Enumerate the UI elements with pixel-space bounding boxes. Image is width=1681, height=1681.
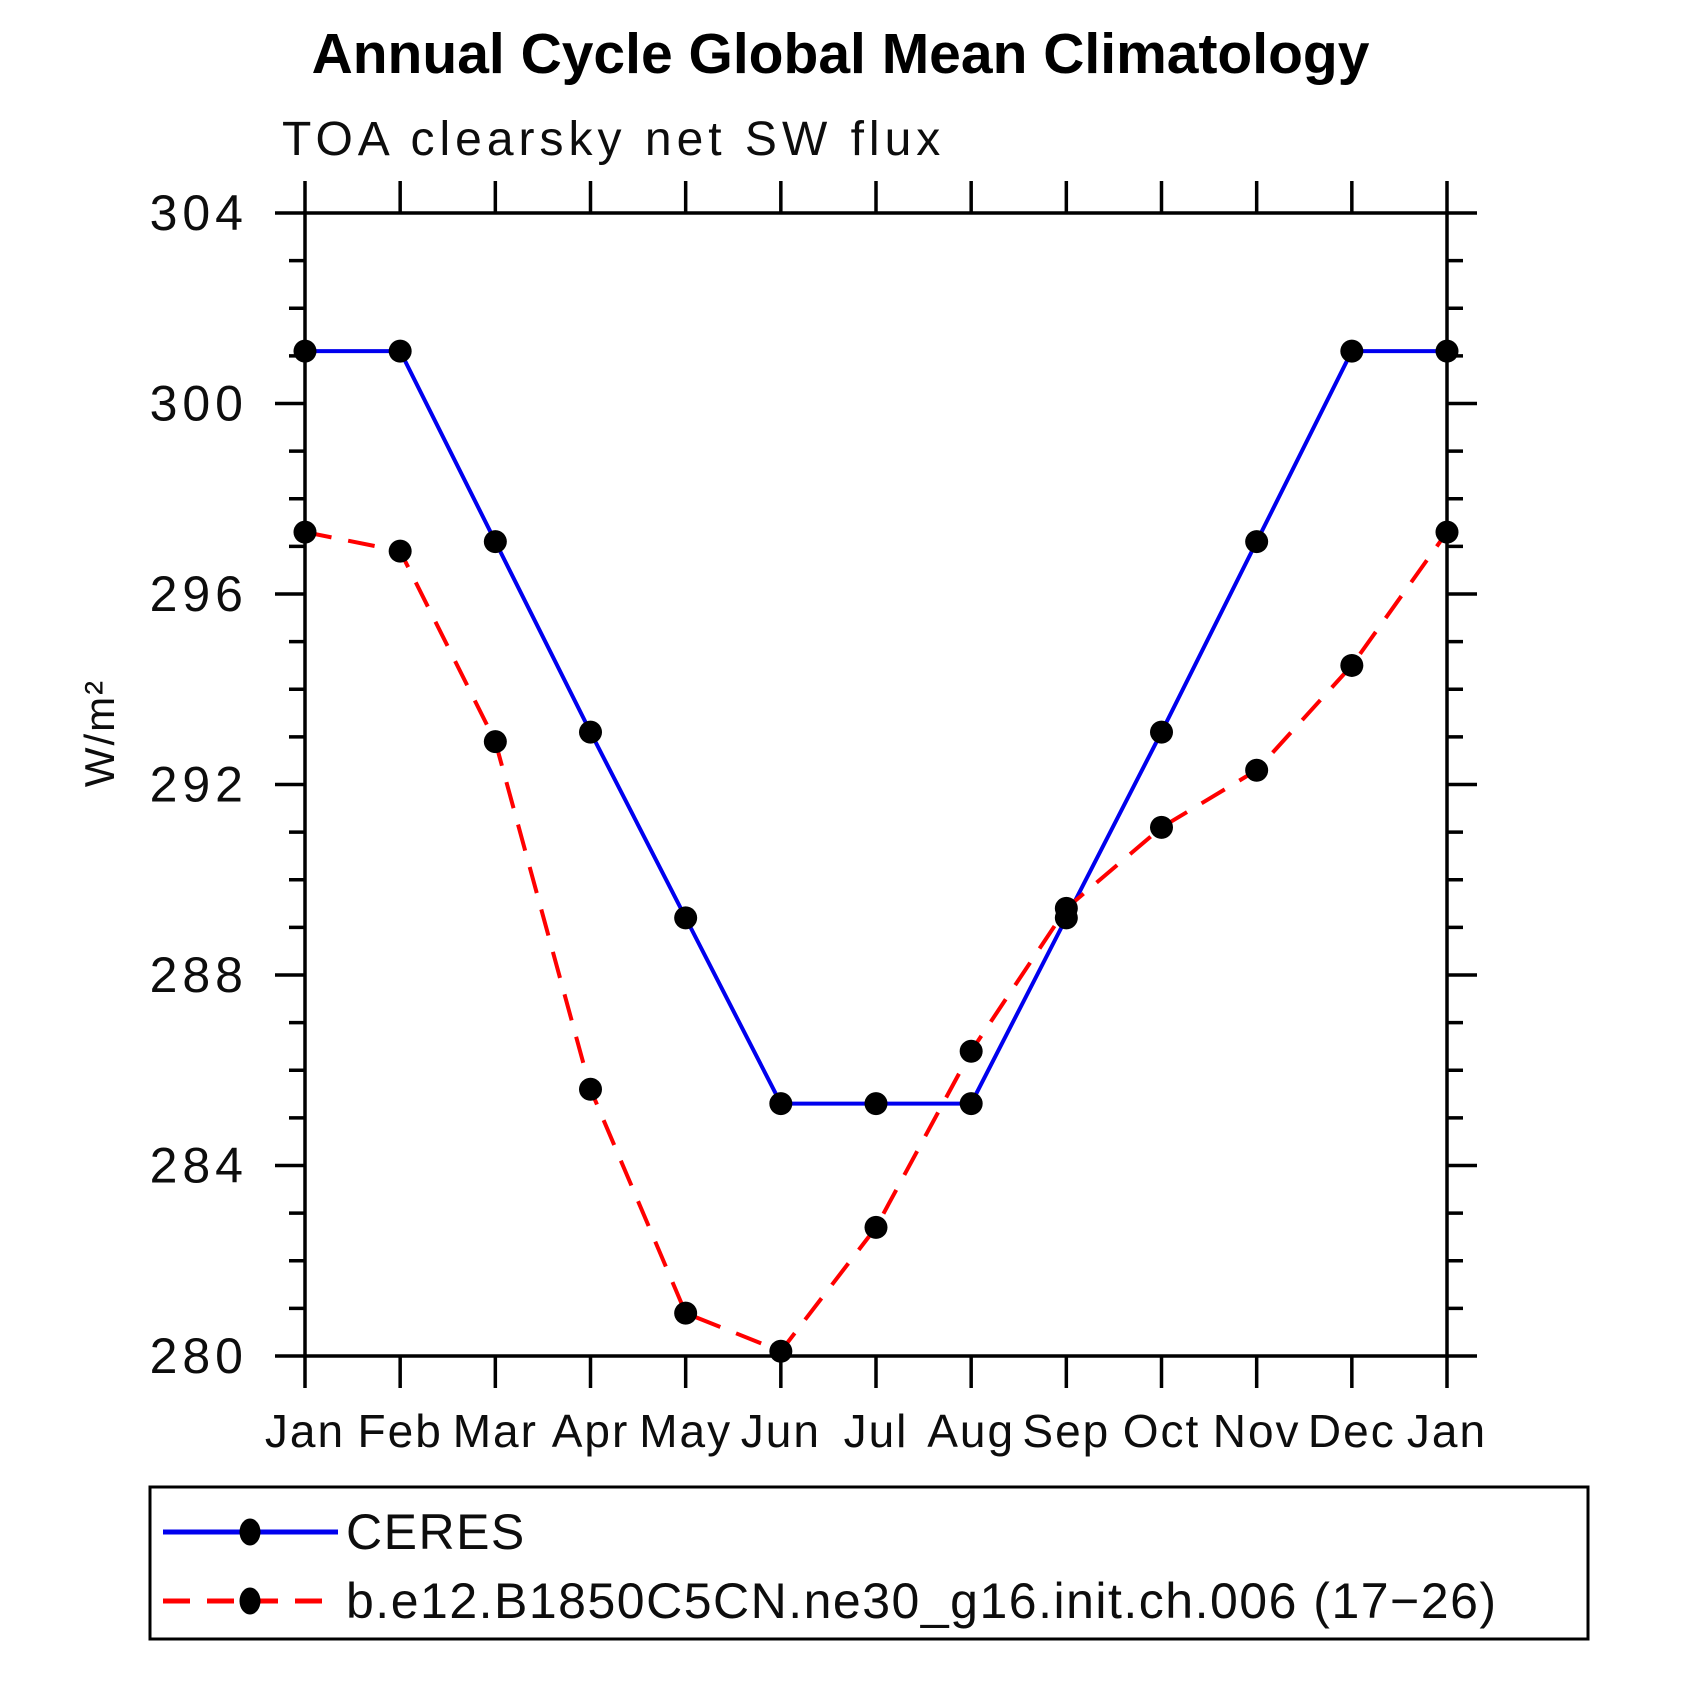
chart-title: Annual Cycle Global Mean Climatology <box>311 22 1370 86</box>
x-tick-label: May <box>639 1405 732 1457</box>
data-point-marker <box>674 1301 698 1325</box>
y-tick-label: 284 <box>150 1138 248 1194</box>
axes <box>303 211 1449 1358</box>
y-tick-label: 296 <box>150 566 248 622</box>
data-point-marker <box>959 1092 983 1116</box>
data-point-marker <box>1435 520 1459 544</box>
data-point-marker <box>864 1215 888 1239</box>
legend-marker <box>239 1518 261 1546</box>
series-line-ceres <box>305 349 1447 1106</box>
legend-entry: CERES <box>163 1504 526 1560</box>
x-tick-label: Jun <box>741 1405 821 1457</box>
data-point-marker <box>959 1039 983 1063</box>
data-point-marker <box>1150 720 1173 744</box>
x-tick-label: Oct <box>1123 1405 1201 1457</box>
x-tick-label: Nov <box>1213 1405 1301 1457</box>
x-tick-label: Sep <box>1022 1405 1110 1457</box>
y-axis-ticks <box>275 211 1477 1358</box>
data-point-marker <box>293 520 317 544</box>
legend: CERES b.e12.B1850C5CN.ne30_g16.init.ch.00… <box>148 1485 1590 1641</box>
chart-subtitle: TOA clearsky net SW flux <box>282 113 946 166</box>
x-tick-label: Feb <box>358 1405 443 1457</box>
x-tick-label: Apr <box>552 1405 630 1457</box>
data-point-marker <box>1340 653 1364 677</box>
x-tick-label: Jul <box>844 1405 909 1457</box>
x-tick-label: Jan <box>265 1405 345 1457</box>
x-tick-label: Mar <box>453 1405 538 1457</box>
data-point-marker <box>293 339 317 363</box>
data-point-marker <box>1435 339 1459 363</box>
data-point-marker <box>674 906 698 930</box>
y-tick-labels: 304 300 296 292 288 284 280 <box>150 185 248 1384</box>
x-tick-label: Dec <box>1308 1405 1396 1457</box>
data-point-marker <box>769 1339 793 1363</box>
data-point-marker <box>1054 896 1078 920</box>
data-point-marker <box>1340 339 1364 363</box>
y-tick-label: 288 <box>150 947 248 1003</box>
data-point-marker <box>388 339 412 363</box>
y-tick-label: 292 <box>150 757 248 813</box>
data-point-marker <box>579 720 602 744</box>
legend-marker <box>239 1587 261 1615</box>
x-tick-labels: Jan Feb Mar Apr May Jun Jul Aug Sep Oct Nov Dec Jan <box>265 1405 1487 1457</box>
data-point-marker <box>388 539 412 563</box>
series-markers-ceres <box>293 339 1459 1116</box>
legend-label: CERES <box>346 1504 526 1560</box>
legend-box <box>148 1485 1590 1641</box>
x-tick-label: Jan <box>1407 1405 1487 1457</box>
series-markers-model <box>293 520 1459 1363</box>
axis-box <box>303 211 1449 1358</box>
data-point-marker <box>1245 530 1269 554</box>
y-axis-label: W/m² <box>76 678 123 788</box>
data-point-marker <box>1245 758 1269 782</box>
x-tick-label: Aug <box>927 1405 1015 1457</box>
data-point-marker <box>483 530 507 554</box>
y-tick-label: 304 <box>150 185 248 241</box>
data-point-marker <box>483 730 507 754</box>
data-point-marker <box>1150 815 1173 839</box>
legend-entry: b.e12.B1850C5CN.ne30_g16.init.ch.006 (17… <box>163 1573 1498 1629</box>
legend-label: b.e12.B1850C5CN.ne30_g16.init.ch.006 (17… <box>346 1573 1498 1629</box>
x-axis-ticks <box>303 181 1449 1388</box>
y-tick-label: 300 <box>150 376 248 432</box>
y-tick-label: 280 <box>150 1328 248 1384</box>
data-point-marker <box>579 1077 602 1101</box>
data-point-marker <box>864 1092 888 1116</box>
data-point-marker <box>769 1092 793 1116</box>
